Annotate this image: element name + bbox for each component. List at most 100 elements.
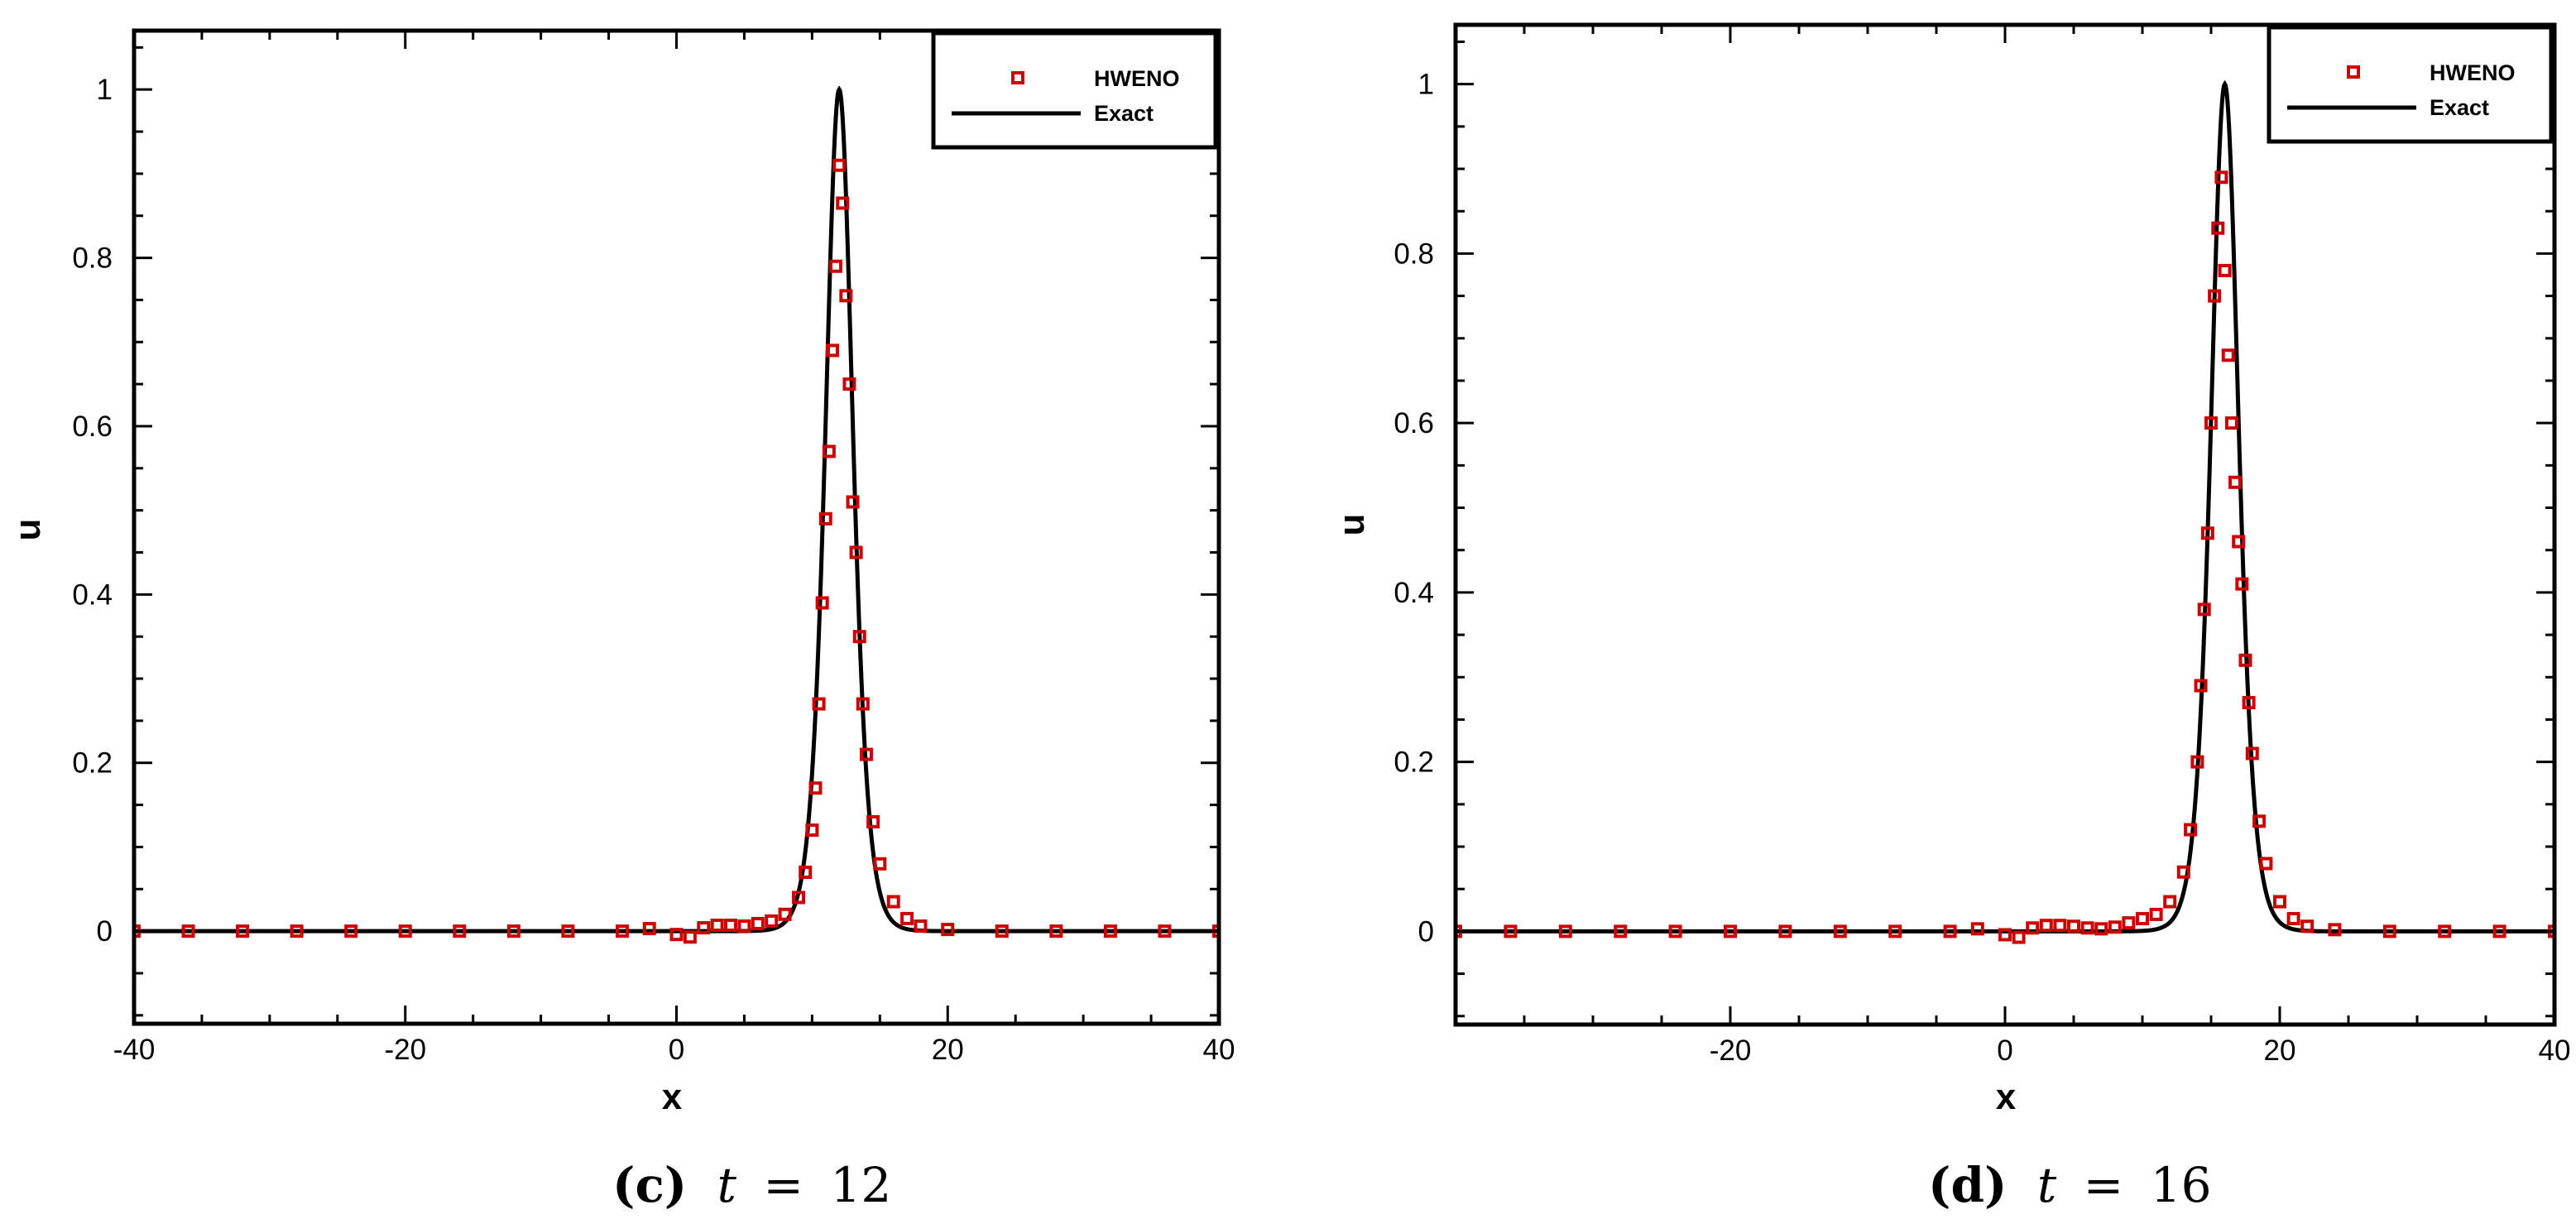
- hweno-point: [2080, 921, 2094, 935]
- y-tick-labels: 0 0.2 0.4 0.6 0.8 1: [72, 74, 113, 948]
- hweno-point: [2492, 924, 2506, 938]
- chart-panel-d: -20 0 20 40 00.20.40.60.81 x u HWENO Exact …: [1331, 22, 2571, 1213]
- hweno-point: [2259, 857, 2273, 871]
- hweno-point: [914, 919, 928, 934]
- hweno-point: [2204, 416, 2218, 430]
- hweno-point: [751, 916, 765, 930]
- hweno-point: [836, 196, 850, 210]
- hweno-point: [2108, 920, 2122, 934]
- hweno-point: [2286, 912, 2300, 926]
- hweno-point: [799, 865, 813, 879]
- hweno-point: [1833, 924, 1847, 938]
- hweno-point: [2184, 823, 2198, 837]
- x-tick-label: 20: [932, 1034, 964, 1066]
- y-axis-title: u: [7, 519, 48, 541]
- legend-box: [931, 31, 1218, 150]
- x-tick-label: 40: [2539, 1034, 2571, 1067]
- hweno-point: [842, 377, 856, 391]
- y-tick-label: 0.8: [72, 242, 113, 275]
- hweno-point: [765, 914, 779, 928]
- hweno-point: [2039, 919, 2053, 933]
- hweno-point: [710, 919, 724, 933]
- exact-line: [1456, 79, 2554, 934]
- hweno-point: [2136, 912, 2149, 926]
- x-tick-labels: -40 -20 0 20 40: [113, 1034, 1235, 1066]
- hweno-point: [236, 924, 250, 938]
- legend-label-hweno: HWENO: [2430, 60, 2516, 85]
- hweno-point: [900, 911, 914, 925]
- hweno-point: [1158, 924, 1172, 938]
- hweno-point: [1724, 924, 1737, 938]
- hweno-point: [344, 924, 358, 938]
- hweno-point: [2194, 679, 2208, 693]
- hweno-point: [829, 259, 843, 273]
- legend: HWENO Exact: [931, 31, 1218, 150]
- hweno-point: [1504, 924, 1518, 938]
- hweno-point: [873, 857, 887, 871]
- hweno-point: [808, 781, 823, 795]
- hweno-point: [822, 444, 836, 458]
- caption-equals: =: [763, 1157, 804, 1213]
- hweno-point: [724, 919, 738, 933]
- hweno-point: [2163, 895, 2177, 909]
- hweno-point: [453, 924, 467, 938]
- hweno-point: [815, 596, 829, 610]
- x-axis-title: x: [662, 1077, 683, 1117]
- legend-marker-hweno: [2347, 65, 2360, 79]
- y-tick-labels: 0 0.2 0.4 0.6 0.8 1: [1394, 69, 1434, 948]
- hweno-point: [2235, 577, 2249, 591]
- hweno-point: [832, 158, 847, 172]
- caption-value: 16: [2151, 1157, 2212, 1213]
- hweno-point: [1778, 924, 1792, 938]
- hweno-point: [2026, 921, 2040, 935]
- hweno-point: [2211, 221, 2225, 235]
- hweno-point: [2328, 923, 2342, 937]
- hweno-point: [812, 697, 826, 711]
- hweno-point: [2238, 653, 2252, 667]
- plot-frame: [132, 28, 1221, 1026]
- caption-label: c: [635, 1157, 664, 1213]
- caption: (d) t = 16: [1928, 1157, 2212, 1213]
- hweno-point: [818, 511, 832, 526]
- hweno-point: [856, 697, 870, 711]
- y-tick-label: 0.2: [72, 747, 113, 780]
- hweno-point: [791, 890, 805, 905]
- hweno-point: [846, 495, 860, 509]
- hweno-point: [2228, 475, 2243, 489]
- hweno-point: [290, 924, 304, 938]
- hweno-point: [1614, 924, 1628, 938]
- hweno-point: [866, 814, 880, 828]
- hweno-point: [697, 921, 711, 935]
- hweno-point: [2382, 924, 2396, 938]
- hweno-point: [825, 343, 839, 358]
- x-tick-label: 40: [1203, 1034, 1235, 1066]
- axis-ticks: [134, 31, 1219, 1024]
- hweno-point: [1970, 922, 1984, 936]
- caption-variable: t: [717, 1157, 737, 1213]
- plot-area: [134, 85, 1219, 944]
- x-tick-labels: -20 0 20 40: [1710, 1034, 2571, 1067]
- hweno-point: [1103, 924, 1117, 938]
- x-tick-label: 0: [669, 1034, 684, 1066]
- x-axis-title: x: [1996, 1077, 2017, 1117]
- hweno-point: [737, 919, 751, 934]
- hweno-point: [2245, 746, 2259, 761]
- hweno-point: [849, 545, 863, 559]
- hweno-point: [2438, 924, 2452, 938]
- hweno-point: [1558, 924, 1572, 938]
- y-tick-label: 0.2: [1394, 746, 1434, 779]
- hweno-point: [2252, 814, 2267, 828]
- y-tick-label: 0.8: [1394, 238, 1434, 270]
- x-tick-label: -20: [384, 1034, 426, 1066]
- hweno-point: [1049, 924, 1063, 938]
- hweno-point: [859, 747, 873, 761]
- hweno-point: [398, 924, 412, 938]
- y-tick-label: 0.4: [1394, 577, 1434, 609]
- hweno-point: [2190, 755, 2204, 769]
- hweno-point: [1998, 928, 2012, 942]
- y-axis-title: u: [1331, 514, 1372, 536]
- hweno-point: [669, 928, 684, 942]
- hweno-point: [941, 923, 955, 937]
- hweno-point: [778, 907, 792, 921]
